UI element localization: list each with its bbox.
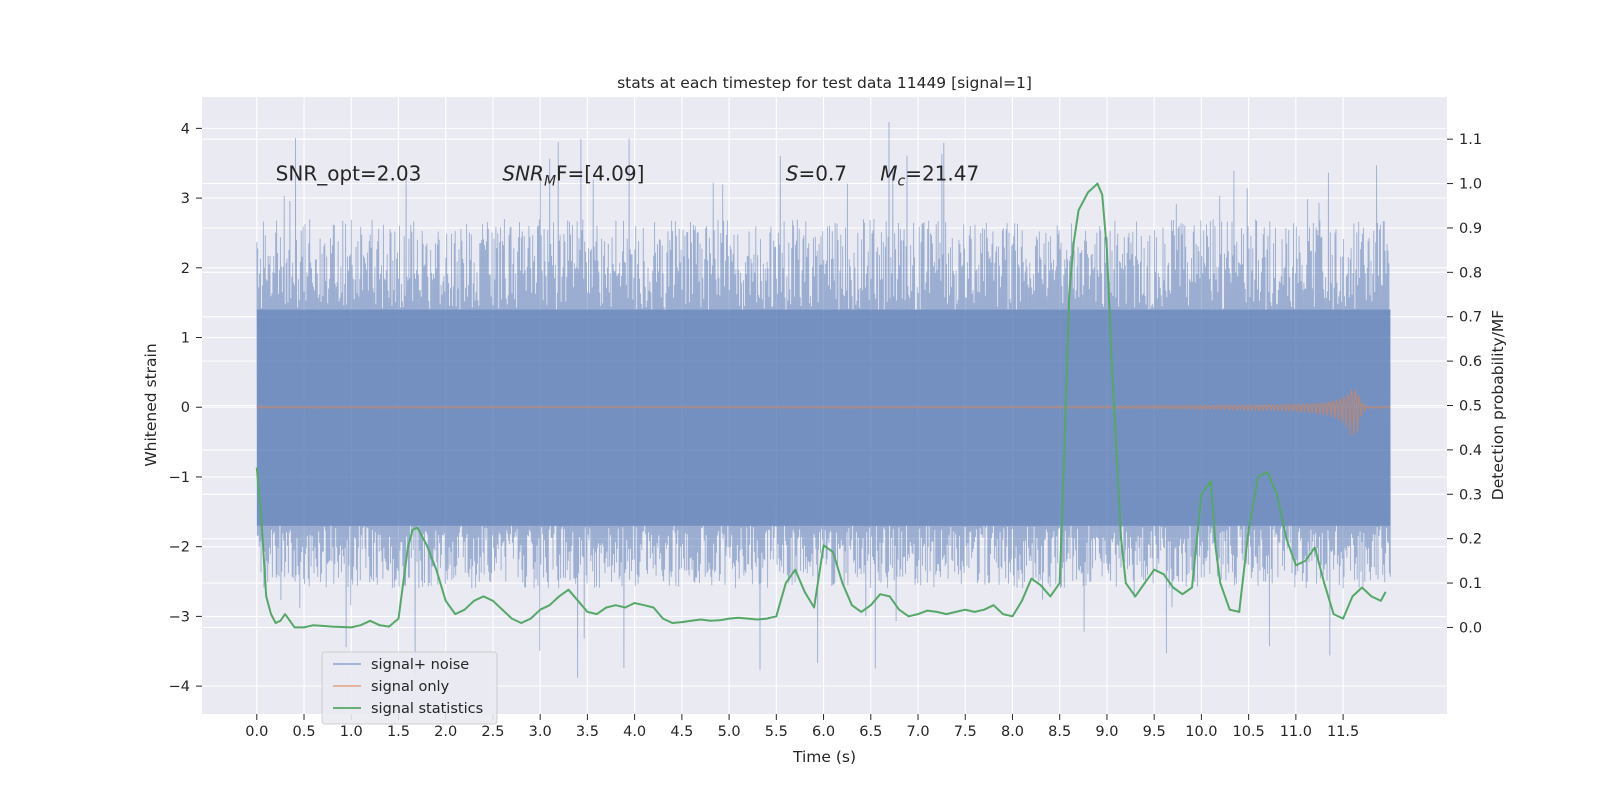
signal-only-series — [256, 389, 1391, 435]
y-axis-label-right: Detection probability/MF — [1489, 310, 1507, 501]
y-tick-label-right: 0.9 — [1459, 221, 1482, 237]
y-tick-label-left: 2 — [181, 261, 190, 277]
annotation-subscript: c — [897, 174, 905, 190]
x-tick-label: 6.0 — [812, 724, 835, 740]
legend-label-stat: signal statistics — [371, 701, 483, 717]
y-tick-label-left: −1 — [169, 470, 190, 486]
x-tick-label: 8.5 — [1048, 724, 1071, 740]
x-tick-label: 7.5 — [954, 724, 977, 740]
x-tick-label: 1.0 — [340, 724, 363, 740]
annotation-value: F=[4.09] — [556, 162, 644, 186]
x-tick-label: 1.5 — [387, 724, 410, 740]
x-tick-label: 7.0 — [906, 724, 929, 740]
annotation-value: =21.47 — [905, 162, 979, 186]
x-tick-label: 10.0 — [1185, 724, 1217, 740]
x-tick-label: 2.5 — [481, 724, 504, 740]
x-tick-label: 8.0 — [1001, 724, 1024, 740]
y-tick-label-left: 1 — [181, 331, 190, 347]
x-tick-label: 9.0 — [1095, 724, 1118, 740]
y-axis-label-left: Whitened strain — [142, 343, 160, 466]
y-tick-label-left: −4 — [169, 679, 190, 695]
x-tick-label: 0.5 — [292, 724, 315, 740]
legend-label-signal: signal only — [371, 679, 450, 695]
x-tick-label: 6.5 — [859, 724, 882, 740]
x-tick-label: 5.5 — [765, 724, 788, 740]
y-tick-label-right: 0.7 — [1459, 310, 1482, 326]
signal-statistics-series — [255, 182, 1387, 629]
data-layer — [255, 122, 1391, 678]
annotation-subscript: M — [544, 174, 556, 190]
noise-series — [256, 122, 1391, 678]
y-tick-label-right: 1.0 — [1459, 177, 1482, 193]
x-tick-label: 0.0 — [245, 724, 268, 740]
annotation-main: SNR — [502, 162, 544, 186]
annotation-main: S — [786, 162, 799, 186]
y-tick-label-right: 0.6 — [1459, 354, 1482, 370]
y-tick-label-left: 0 — [181, 400, 190, 416]
annotation-value: =0.7 — [798, 162, 847, 186]
y-tick-label-right: 0.5 — [1459, 399, 1482, 415]
x-tick-label: 9.5 — [1143, 724, 1166, 740]
y-tick-label-right: 0.0 — [1459, 620, 1482, 636]
y-tick-label-left: −3 — [169, 609, 190, 625]
mc-annotation: Mc=21.47 — [880, 162, 979, 190]
y-tick-label-right: 0.3 — [1459, 487, 1482, 503]
x-tick-label: 10.5 — [1232, 724, 1264, 740]
x-tick-label: 11.0 — [1280, 724, 1312, 740]
x-tick-label: 2.0 — [434, 724, 457, 740]
x-tick-label: 5.0 — [718, 724, 741, 740]
s-annotation: S=0.7 — [786, 162, 847, 186]
y-tick-label-right: 0.4 — [1459, 443, 1482, 459]
annotation-main: SNR_opt=2.03 — [276, 162, 422, 186]
ticks: 0.0 0.5 1.0 1.5 2.0 2.5 3.0 3.5 4.0 4.5 5.0 5.5 6.0 6… — [169, 121, 1482, 740]
x-tick-label: 3.5 — [576, 724, 599, 740]
annotation-main: M — [880, 162, 897, 186]
y-tick-label-right: 0.8 — [1459, 265, 1482, 281]
chart-title: stats at each timestep for test data 114… — [617, 74, 1032, 92]
y-tick-label-left: 3 — [181, 191, 190, 207]
x-tick-label: 4.5 — [670, 724, 693, 740]
legend: signal+ noise signal only signal statist… — [321, 651, 498, 725]
legend-label-noise: signal+ noise — [371, 657, 469, 673]
x-axis-label: Time (s) — [792, 748, 856, 766]
annotations: SNR_opt=2.03 SNRMF=[4.09] S=0.7 Mc=21.47 — [276, 162, 980, 190]
x-tick-label: 11.5 — [1327, 724, 1359, 740]
y-tick-label-left: −2 — [169, 540, 190, 556]
x-tick-label: 3.0 — [529, 724, 552, 740]
legend-box — [321, 651, 498, 725]
x-tick-label: 4.0 — [623, 724, 646, 740]
snr-mf-annotation: SNRMF=[4.09] — [502, 162, 644, 190]
y-tick-label-left: 4 — [181, 121, 190, 137]
y-tick-label-right: 0.2 — [1459, 532, 1482, 548]
y-tick-label-right: 0.1 — [1459, 576, 1482, 592]
y-tick-label-right: 1.1 — [1459, 132, 1482, 148]
snr-opt-annotation: SNR_opt=2.03 — [276, 162, 422, 186]
